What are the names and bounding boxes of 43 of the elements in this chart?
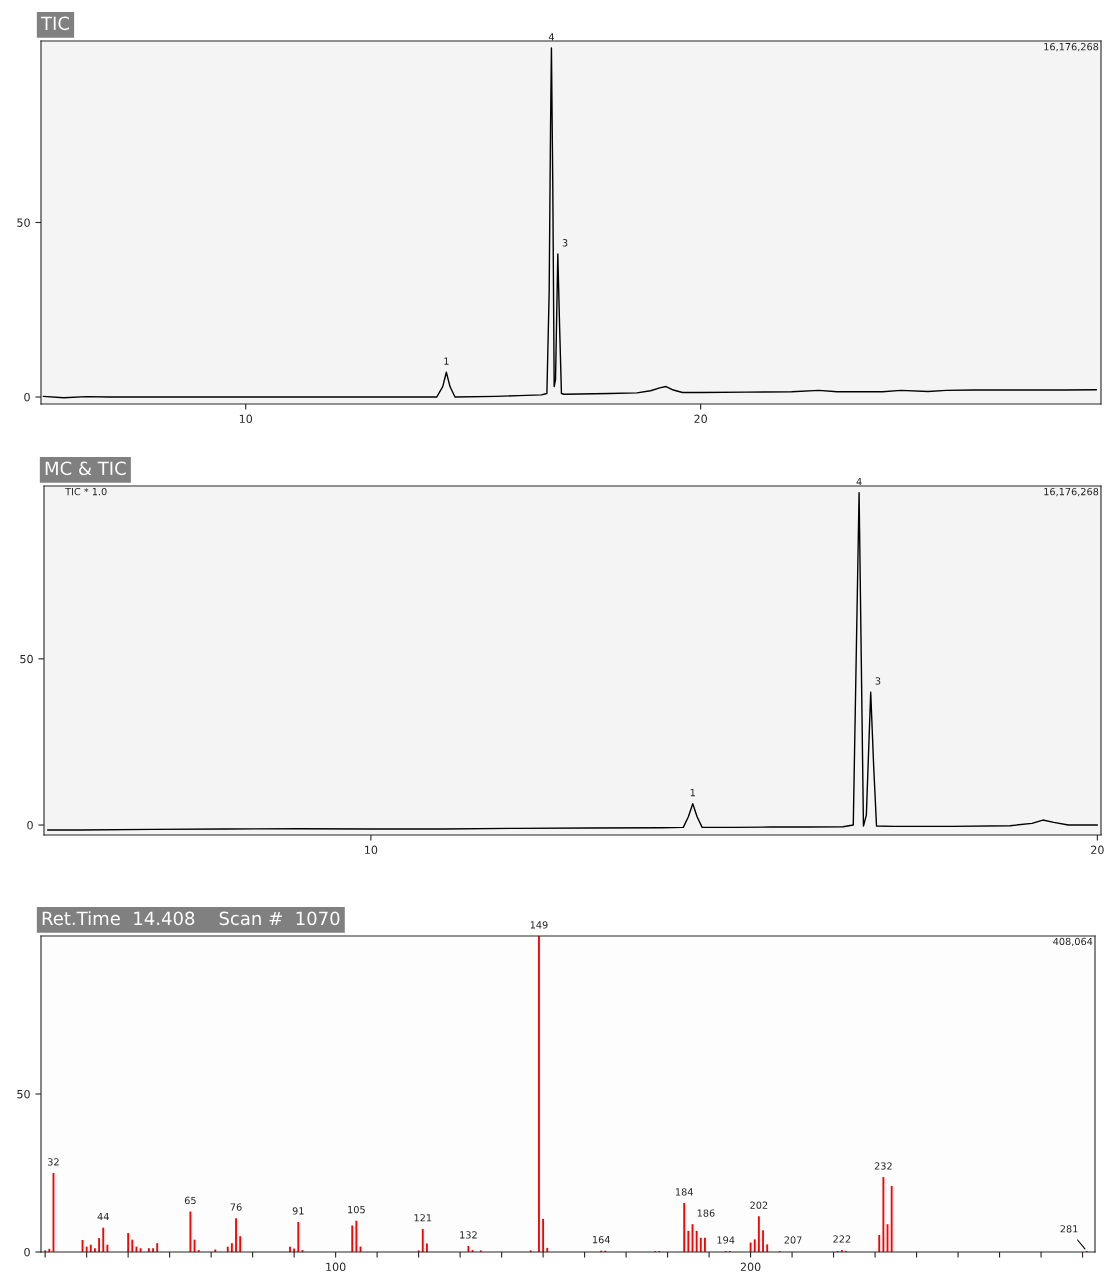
annotation: 232 (874, 1162, 892, 1170)
chart-title: MC & TIC (45, 461, 126, 476)
x-tick-label: 20 (1091, 845, 1104, 855)
annotation: 186 (697, 1209, 715, 1217)
x-tick-label: 20 (694, 414, 707, 424)
chart-title: TIC (40, 16, 69, 31)
annotation: 184 (675, 1188, 693, 1196)
annotation: 121 (414, 1214, 432, 1222)
annotation: 76 (230, 1203, 242, 1211)
annotation: 222 (833, 1235, 851, 1243)
annotation: 408,064 (1053, 937, 1093, 947)
annotation: 281 (1060, 1225, 1078, 1233)
y-tick-label: 0 (27, 821, 33, 830)
chart-title: Ret.Time 14.408 Scan # 1070 (42, 911, 340, 926)
y-tick-label: 0 (24, 1247, 30, 1257)
y-tick-label: 50 (17, 218, 30, 227)
annotation: 105 (348, 1205, 365, 1214)
x-tick-label: 10 (365, 845, 378, 855)
y-tick-label: 0 (24, 392, 30, 402)
annotation: 3 (562, 239, 568, 247)
x-tick-label: 10 (239, 414, 253, 424)
annotation: 44 (97, 1213, 109, 1221)
annotation: 194 (717, 1236, 735, 1244)
annotation: 16,176,268 (1044, 487, 1099, 497)
annotation: 149 (530, 921, 548, 929)
annotation: 3 (875, 677, 881, 685)
annotation: 132 (460, 1231, 477, 1239)
annotation: TIC * 1.0 (65, 487, 107, 496)
annotation: 164 (592, 1235, 610, 1244)
annotation: 32 (48, 1158, 59, 1166)
annotation: 16,176,268 (1044, 42, 1099, 52)
annotation: 202 (750, 1201, 768, 1209)
y-tick-label: 50 (17, 1089, 30, 1099)
annotation: 65 (184, 1196, 196, 1205)
y-tick-label: 50 (20, 654, 33, 664)
annotation: 4 (856, 477, 862, 486)
annotation: 4 (548, 33, 554, 41)
annotation: 91 (292, 1207, 304, 1215)
annotation: 1 (444, 357, 449, 365)
annotation: 1 (690, 789, 695, 797)
x-tick-label: 100 (326, 1262, 346, 1272)
x-tick-label: 200 (740, 1262, 761, 1272)
annotation: 207 (784, 1236, 802, 1244)
